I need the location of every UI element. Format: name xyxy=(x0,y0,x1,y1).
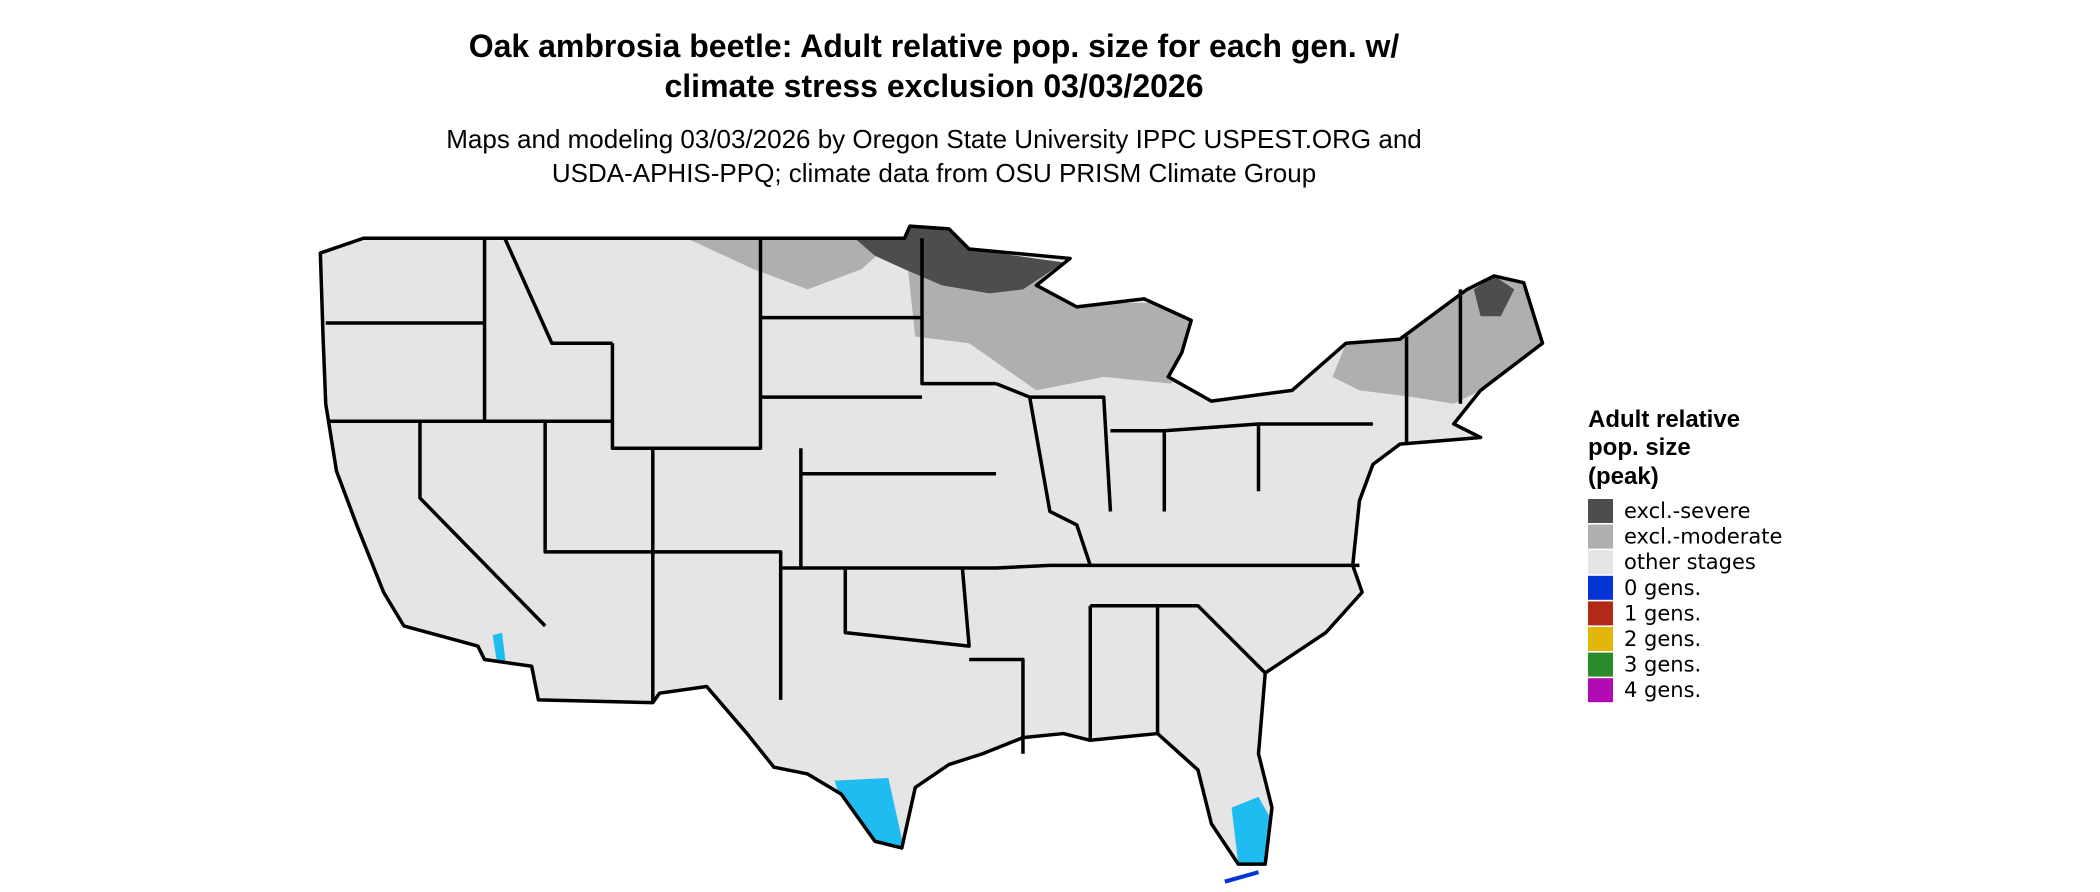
legend-swatch xyxy=(1588,601,1613,626)
land xyxy=(320,226,1543,865)
warm-zone xyxy=(1231,796,1272,865)
legend-label: 4 gens. xyxy=(1624,678,1701,702)
legend-label: 1 gens. xyxy=(1624,601,1701,625)
title-line: Oak ambrosia beetle: Adult relative pop.… xyxy=(469,28,1400,64)
legend-title: pop. size xyxy=(1588,434,1691,461)
legend-label: excl.-severe xyxy=(1624,499,1751,523)
legend-title: Adult relative xyxy=(1588,406,1740,433)
severe-zone xyxy=(854,226,1064,294)
legend-title: (peak) xyxy=(1588,463,1659,490)
legend-swatch xyxy=(1588,499,1613,523)
legend-label: other stages xyxy=(1624,550,1756,574)
shading xyxy=(492,226,1543,865)
keys xyxy=(1224,870,1260,884)
legend-swatch xyxy=(1588,678,1613,703)
legend-swatch xyxy=(1588,627,1613,651)
legend-swatch xyxy=(1588,524,1613,549)
map xyxy=(318,224,1545,884)
moderate-zone xyxy=(686,226,1212,391)
legend-label: 3 gens. xyxy=(1624,653,1701,677)
legend-label: 2 gens. xyxy=(1624,627,1701,651)
legend-swatch xyxy=(1588,652,1613,677)
legend-swatch xyxy=(1588,575,1613,600)
warm-zone xyxy=(834,777,905,851)
legend-label: excl.-moderate xyxy=(1624,525,1782,549)
legend-label: 0 gens. xyxy=(1624,576,1701,600)
title-line: climate stress exclusion 03/03/2026 xyxy=(664,68,1203,104)
subtitle-line: USDA-APHIS-PPQ; climate data from OSU PR… xyxy=(552,158,1316,188)
country-border xyxy=(318,224,1545,866)
legend-swatch xyxy=(1588,550,1613,575)
subtitle-line: Maps and modeling 03/03/2026 by Oregon S… xyxy=(446,124,1422,154)
warm-zone xyxy=(492,632,507,669)
severe-zone xyxy=(1473,275,1515,317)
